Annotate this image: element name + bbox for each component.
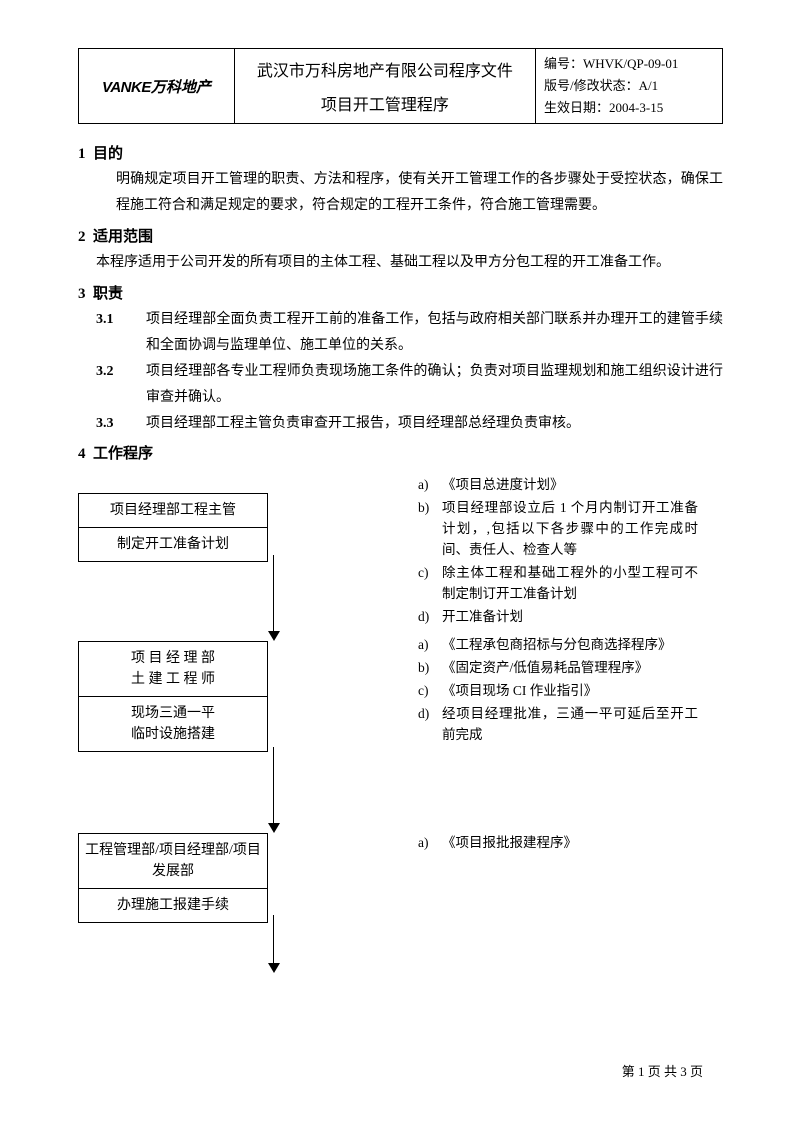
sec3-title: 职责 bbox=[93, 286, 123, 302]
sec1-title: 目的 bbox=[93, 146, 123, 162]
notes2-c: 《项目现场 CI 作业指引》 bbox=[442, 681, 698, 702]
doc-code: 编号：WHVK/QP-09-01 bbox=[544, 53, 714, 75]
flow-box-1-action: 制定开工准备计划 bbox=[79, 528, 267, 561]
sec4-num: 4 bbox=[78, 446, 86, 462]
section-2: 2 适用范围 本程序适用于公司开发的所有项目的主体工程、基础工程以及甲方分包工程… bbox=[78, 225, 723, 276]
flow-box-3-action: 办理施工报建手续 bbox=[79, 889, 267, 922]
notes1-d: 开工准备计划 bbox=[442, 607, 698, 628]
header-table: VANKE万科地产 武汉市万科房地产有限公司程序文件 项目开工管理程序 编号：W… bbox=[78, 48, 723, 124]
flow-box-2-action: 现场三通一平 临时设施搭建 bbox=[79, 697, 267, 751]
notes1-a: 《项目总进度计划》 bbox=[442, 475, 698, 496]
meta-cell: 编号：WHVK/QP-09-01 版号/修改状态：A/1 生效日期：2004-3… bbox=[536, 49, 723, 124]
flow-box-2-role: 项 目 经 理 部 土 建 工 程 师 bbox=[79, 642, 267, 697]
notes2-a: 《工程承包商招标与分包商选择程序》 bbox=[442, 635, 698, 656]
logo-cn: 万科地产 bbox=[151, 79, 211, 96]
flow-box-1-role: 项目经理部工程主管 bbox=[79, 494, 267, 528]
section-4: 4 工作程序 bbox=[78, 442, 723, 463]
notes1-c: 除主体工程和基础工程外的小型工程可不制定制订开工准备计划 bbox=[442, 563, 698, 605]
flowchart-area: 项目经理部工程主管 制定开工准备计划 项 目 经 理 部 土 建 工 程 师 现… bbox=[78, 475, 723, 995]
logo-cell: VANKE万科地产 bbox=[79, 49, 235, 124]
flow-box-2: 项 目 经 理 部 土 建 工 程 师 现场三通一平 临时设施搭建 bbox=[78, 641, 268, 752]
flow-box-3: 工程管理部/项目经理部/项目发展部 办理施工报建手续 bbox=[78, 833, 268, 923]
sec2-body: 本程序适用于公司开发的所有项目的主体工程、基础工程以及甲方分包工程的开工准备工作… bbox=[96, 250, 723, 276]
notes-1: a)《项目总进度计划》 b)项目经理部设立后 1 个月内制订开工准备计划，,包括… bbox=[418, 475, 698, 629]
arrow-1-line bbox=[273, 555, 274, 633]
flow-box-3-role: 工程管理部/项目经理部/项目发展部 bbox=[79, 834, 267, 889]
notes2-d: 经项目经理批准，三通一平可延后至开工前完成 bbox=[442, 704, 698, 746]
page-footer: 第 1 页 共 3 页 bbox=[622, 1061, 703, 1080]
sec3-1: 3.1 项目经理部全面负责工程开工前的准备工作，包括与政府相关部门联系并办理开工… bbox=[96, 307, 723, 359]
sec4-title: 工作程序 bbox=[93, 446, 153, 462]
section-1: 1 目的 明确规定项目开工管理的职责、方法和程序，使有关开工管理工作的各步骤处于… bbox=[78, 142, 723, 219]
sec1-body: 明确规定项目开工管理的职责、方法和程序，使有关开工管理工作的各步骤处于受控状态，… bbox=[116, 167, 723, 219]
section-3: 3 职责 3.1 项目经理部全面负责工程开工前的准备工作，包括与政府相关部门联系… bbox=[78, 282, 723, 436]
notes-3: a)《项目报批报建程序》 bbox=[418, 833, 698, 856]
notes2-b: 《固定资产/低值易耗品管理程序》 bbox=[442, 658, 698, 679]
arrow-2-line bbox=[273, 747, 274, 825]
notes-2: a)《工程承包商招标与分包商选择程序》 b)《固定资产/低值易耗品管理程序》 c… bbox=[418, 635, 698, 748]
sec1-num: 1 bbox=[78, 146, 86, 162]
notes3-a: 《项目报批报建程序》 bbox=[442, 833, 698, 854]
sec3-num: 3 bbox=[78, 286, 86, 302]
notes1-b: 项目经理部设立后 1 个月内制订开工准备计划，,包括以下各步骤中的工作完成时间、… bbox=[442, 498, 698, 561]
arrow-3-line bbox=[273, 915, 274, 965]
arrow-2-head bbox=[268, 823, 280, 833]
flow-box-1: 项目经理部工程主管 制定开工准备计划 bbox=[78, 493, 268, 562]
sec2-title: 适用范围 bbox=[93, 229, 153, 245]
doc-title-1: 武汉市万科房地产有限公司程序文件 bbox=[243, 57, 527, 81]
sec2-num: 2 bbox=[78, 229, 86, 245]
logo-en: VANKE bbox=[102, 79, 151, 96]
doc-title-2: 项目开工管理程序 bbox=[243, 91, 527, 115]
sec3-3: 3.3 项目经理部工程主管负责审查开工报告，项目经理部总经理负责审核。 bbox=[96, 411, 723, 437]
sec3-2: 3.2 项目经理部各专业工程师负责现场施工条件的确认；负责对项目监理规划和施工组… bbox=[96, 359, 723, 411]
doc-version: 版号/修改状态：A/1 bbox=[544, 75, 714, 97]
doc-date: 生效日期：2004-3-15 bbox=[544, 97, 714, 119]
title-cell: 武汉市万科房地产有限公司程序文件 项目开工管理程序 bbox=[234, 49, 535, 124]
arrow-1-head bbox=[268, 631, 280, 641]
arrow-3-head bbox=[268, 963, 280, 973]
